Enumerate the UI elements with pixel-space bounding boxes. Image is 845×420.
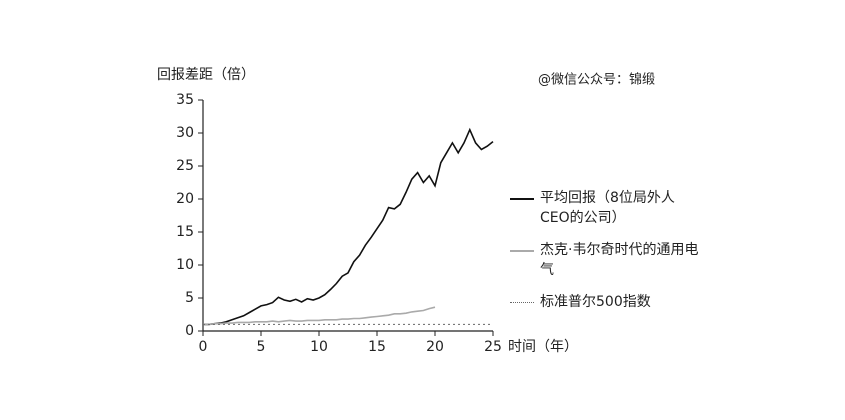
- y-tick-label: 30: [176, 125, 194, 141]
- x-tick-label: 25: [484, 339, 502, 355]
- x-tick-label: 0: [199, 339, 208, 355]
- x-tick-label: 10: [310, 339, 328, 355]
- y-axis-label: 回报差距（倍）: [157, 67, 255, 83]
- y-tick-label: 5: [185, 290, 194, 306]
- legend-swatch: [510, 198, 534, 200]
- series-line: [203, 127, 494, 326]
- x-tick-label: 20: [426, 339, 444, 355]
- legend: 平均回报（8位局外人CEO的公司） 杰克·韦尔奇时代的通用电气标准普尔500指数: [510, 188, 700, 324]
- y-tick-label: 35: [176, 92, 194, 108]
- legend-label: 标准普尔500指数: [540, 294, 651, 310]
- legend-item: 标准普尔500指数: [510, 292, 700, 312]
- y-tick-label: 0: [185, 323, 194, 339]
- watermark: @微信公众号：锦缎: [538, 72, 655, 88]
- x-tick-label: 15: [368, 339, 386, 355]
- x-tick-label: 5: [257, 339, 266, 355]
- y-tick-label: 10: [176, 257, 194, 273]
- legend-item: 杰克·韦尔奇时代的通用电气: [510, 240, 700, 280]
- y-tick-label: 25: [176, 158, 194, 174]
- legend-item: 平均回报（8位局外人CEO的公司）: [510, 188, 700, 228]
- legend-label: 平均回报（8位局外人CEO的公司）: [540, 190, 675, 226]
- series-line: [203, 306, 436, 326]
- y-tick-label: 20: [176, 191, 194, 207]
- legend-swatch: [510, 302, 534, 303]
- y-tick-label: 15: [176, 224, 194, 240]
- x-axis-label: 时间（年）: [508, 339, 578, 355]
- legend-swatch: [510, 250, 534, 252]
- legend-label: 杰克·韦尔奇时代的通用电气: [540, 242, 699, 278]
